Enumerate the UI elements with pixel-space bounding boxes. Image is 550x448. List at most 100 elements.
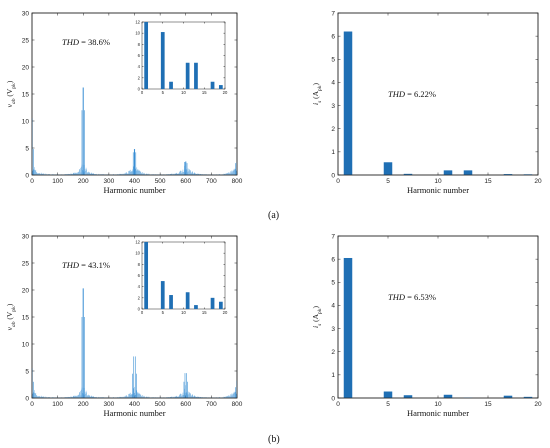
chart-b-left-inset-bar [185, 292, 190, 309]
chart-b-left-inset-bar [169, 295, 173, 309]
chart-b-left-xtick-label: 200 [78, 401, 89, 408]
chart-b-right-xtick-label: 20 [534, 401, 542, 408]
chart-a-right-ytick-label: 1 [331, 149, 335, 156]
chart-b-right-bar [503, 395, 513, 398]
chart-b-left-inset-xtick-label: 20 [223, 310, 228, 315]
chart-b-right-ytick-label: 0 [331, 395, 335, 402]
chart-b-left-ytick-label: 15 [22, 314, 30, 321]
chart-a-right-ytick-label: 7 [331, 10, 335, 17]
chart-a-left-ytick-label: 30 [22, 10, 30, 17]
chart-a-left-ytick-label: 20 [22, 64, 30, 71]
chart-a-right-ytick-label: 5 [331, 57, 335, 64]
chart-a-right-xtick-label: 15 [484, 178, 492, 185]
chart-a-left-inset-ytick-label: 12 [135, 20, 140, 25]
chart-b-right-bar [343, 257, 353, 398]
chart-b-left-xtick-label: 800 [232, 401, 243, 408]
chart-a-right-xtick-label: 0 [336, 178, 340, 185]
chart-b-left-inset-ytick-label: 0 [138, 307, 141, 312]
chart-a-right-ytick-label: 0 [331, 172, 335, 179]
chart-a-left-thd-annotation: THD = 38.6% [62, 37, 110, 47]
chart-b-right-ytick-label: 4 [331, 303, 335, 310]
chart-a-left-inset-bar [218, 85, 223, 89]
chart-a-right-bar [463, 170, 473, 175]
chart-b-right-ytick-label: 7 [331, 233, 335, 240]
chart-b-right-bar [403, 395, 413, 398]
chart-a-right-ytick-label: 4 [331, 80, 335, 87]
chart-a-left-xtick-label: 400 [129, 178, 140, 185]
chart-a-left-xtick-label: 100 [52, 178, 63, 185]
chart-a-left-inset-xtick-label: 20 [223, 90, 228, 95]
chart-b-left-ylabel: vab (Vpk) [5, 303, 17, 330]
chart-a-right-xtick-label: 10 [434, 178, 442, 185]
chart-a-left-ytick-label: 25 [22, 37, 30, 44]
chart-b-right-ylabel: is (Apk) [311, 305, 323, 328]
chart-b-left-xtick-label: 0 [30, 401, 34, 408]
chart-b-right-ytick-label: 6 [331, 256, 335, 263]
chart-a-left-inset-bar [210, 81, 215, 89]
chart-a-left-inset-bar [185, 62, 190, 89]
chart-b-left-ytick-label: 0 [25, 395, 29, 402]
chart-b-right-bar [523, 396, 533, 398]
chart-b-left-ytick-label: 25 [22, 260, 30, 267]
chart-a-left-inset-xtick-label: 10 [181, 90, 186, 95]
chart-a-left-xlabel: Harmonic number [103, 185, 165, 195]
chart-a-left-inset-ytick-label: 4 [138, 64, 141, 69]
chart-a-left-xtick-label: 800 [232, 178, 243, 185]
chart-a-left-inset-ytick-label: 10 [135, 31, 140, 36]
chart-b-right-bar [443, 394, 453, 398]
chart-a-left-xtick-label: 300 [103, 178, 114, 185]
caption-a: (a) [268, 210, 279, 221]
chart-b-right-thd-annotation: THD = 6.53% [388, 292, 436, 302]
chart-b-left-inset-bars [144, 242, 223, 309]
chart-a-left-xtick-label: 500 [155, 178, 166, 185]
chart-a-right-thd-annotation: THD = 6.22% [388, 89, 436, 99]
chart-b-left-inset-xtick-label: 0 [141, 310, 144, 315]
chart-a-left-inset-ytick-label: 6 [138, 53, 141, 58]
chart-a-right-xtick-label: 5 [386, 178, 390, 185]
chart-a-left-inset-xtick-label: 0 [141, 90, 144, 95]
chart-b-left-inset-bar [194, 305, 198, 309]
chart-a-right-xlabel: Harmonic number [407, 185, 469, 195]
chart-a-left-inset-bar [194, 62, 198, 89]
chart-b-left-ytick-label: 30 [22, 233, 30, 240]
chart-a-left-ytick-label: 5 [25, 145, 29, 152]
chart-b-left-ytick-label: 10 [22, 341, 30, 348]
chart-a-right-frame-top [337, 12, 539, 176]
chart-a-left-inset-xtick-label: 5 [162, 90, 165, 95]
chart-a-left-xtick-label: 200 [78, 178, 89, 185]
chart-a-left-inset-bar [169, 81, 173, 89]
chart-a-left-xtick-label: 0 [30, 178, 34, 185]
chart-a-left-ytick-label: 10 [22, 118, 30, 125]
chart-a-left-inset-ytick-label: 0 [138, 87, 141, 92]
chart-a-right-ytick-label: 6 [331, 33, 335, 40]
chart-b-left-inset-bar [210, 297, 215, 309]
chart-b-right-ytick-label: 1 [331, 372, 335, 379]
chart-b-left-xtick-label: 400 [129, 401, 140, 408]
chart-b-right-xtick-label: 5 [386, 401, 390, 408]
chart-b-right-xtick-label: 10 [434, 401, 442, 408]
chart-b-right-xtick-label: 0 [336, 401, 340, 408]
chart-b-left-ytick-label: 20 [22, 287, 30, 294]
chart-a-right-bar [443, 170, 453, 175]
chart-b-left-xtick-label: 600 [180, 401, 191, 408]
chart-a-left-inset-plot-frame [141, 21, 226, 90]
chart-b-left-inset-ytick-label: 12 [135, 240, 140, 245]
chart-b-left-inset-ytick-label: 10 [135, 251, 140, 256]
chart-b-left-frame-top [31, 235, 238, 399]
chart-a-right-ytick-label: 2 [331, 126, 335, 133]
chart-b-right-plot-frame [337, 235, 539, 399]
chart-a-left-inset-ytick-label: 8 [138, 42, 141, 47]
caption-b: (b) [268, 434, 280, 445]
chart-a-right-bar [503, 174, 513, 175]
chart-b-right-ytick-label: 3 [331, 326, 335, 333]
chart-b-left-xtick-label: 100 [52, 401, 63, 408]
chart-a-left-inset-bar [144, 22, 149, 89]
chart-b-left-inset-bar [160, 281, 165, 309]
chart-a-left-ytick-label: 0 [25, 172, 29, 179]
chart-b-left-inset-bar [218, 301, 223, 309]
chart-a-right-bar [403, 173, 413, 175]
chart-b-left-ytick-label: 5 [25, 368, 29, 375]
chart-b-right-ytick-label: 5 [331, 280, 335, 287]
chart-a-left-ylabel: vab (Vpk) [5, 80, 17, 107]
chart-b-left-inset-xtick-label: 5 [162, 310, 165, 315]
